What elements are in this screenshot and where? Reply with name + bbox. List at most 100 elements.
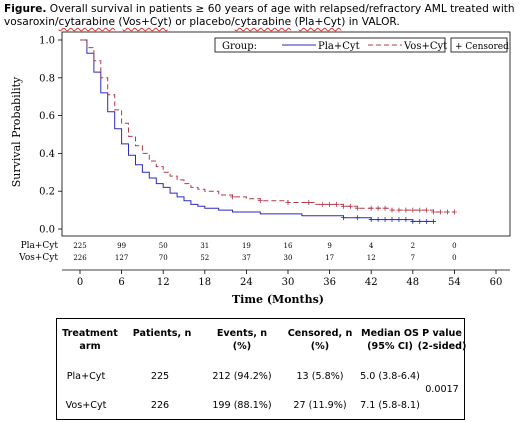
caption-mid-text: ) or placebo/ [167,16,235,28]
censor-mark-vos-cyt [403,207,409,213]
legend-censored-label: + Censored [455,42,509,52]
x-tick-label: 36 [323,277,336,288]
th-treatment-arm-line1: Treatment [62,328,118,339]
y-tick-label: 0.6 [39,111,55,122]
summary-table: Treatment arm Patients, n Events, n (%) … [56,318,467,420]
at-risk-count: 7 [411,254,415,262]
survival-curve-pla-cyt [80,39,434,222]
censor-mark-vos-cyt [327,201,333,207]
x-tick-label: 24 [240,277,253,288]
at-risk-count: 127 [115,254,128,262]
x-tick-label: 42 [365,277,378,288]
th-censored-line2: (%) [310,341,330,352]
x-tick-label: 54 [448,277,461,288]
th-median-os-line2: (95% CI) [367,341,413,352]
at-risk-count: 4 [369,242,374,250]
th-p-value: P value (2-sided) [417,327,467,353]
caption-end-text: ) in VALOR. [341,16,400,28]
th-patients-line1: Patients, n [132,328,192,339]
at-risk-count: 2 [411,242,415,250]
at-risk-count: 50 [159,242,168,250]
x-tick-label: 12 [157,277,170,288]
censor-mark-pla-cyt [424,218,430,224]
censor-mark-vos-cyt [375,205,381,211]
censor-mark-vos-cyt [382,205,388,211]
caption-word-voscyt: Vos+Cyt [122,16,168,28]
x-axis-label: Time (Months) [232,293,324,306]
at-risk-row-label: Pla+Cyt [21,241,59,251]
censor-mark-pla-cyt [340,215,346,221]
at-risk-count: 225 [73,242,86,250]
x-tick-label: 18 [198,277,211,288]
legend-label-pla-cyt: Pla+Cyt [318,41,360,52]
censor-mark-vos-cyt [417,207,423,213]
censor-mark-pla-cyt [368,217,374,223]
censor-mark-vos-cyt [340,203,346,209]
censor-mark-vos-cyt [320,201,326,207]
at-risk-count: 226 [73,254,87,262]
caption-word-vosaroxin: vosaroxin [4,16,55,28]
censor-mark-vos-cyt [230,194,236,200]
censored-legend-box [450,37,508,53]
caption-line-1: Figure. Overall survival in patients ≥ 6… [4,3,516,16]
th-events: Events, n (%) [207,327,277,353]
survival-chart: 0.00.20.40.60.81.00 6 12 18 24 30 36 42 48 54 60 G… [10,31,511,306]
censor-mark-vos-cyt [431,209,437,215]
censor-mark-vos-cyt [285,200,291,206]
censor-mark-pla-cyt [375,217,381,223]
censor-mark-vos-cyt [334,201,340,207]
y-tick-label: 1.0 [39,36,55,47]
y-tick-label: 0.8 [39,73,55,84]
censor-mark-vos-cyt [354,205,360,211]
censor-mark-vos-cyt [257,198,263,204]
th-censored-line1: Censored, n [287,328,353,339]
row1-events: 212 (94.2%) [212,371,272,382]
chart-curves [80,39,455,222]
at-risk-count: 99 [117,242,126,250]
caption-word-cytarabine-2: cytarabine [234,16,292,28]
censor-mark-vos-cyt [410,207,416,213]
caption-line-2: vosaroxin/ cytarabine ( Vos+Cyt) or placeb… [4,16,516,29]
y-tick-label: 0.4 [39,149,55,160]
censor-mark-vos-cyt [347,203,353,209]
censor-mark-vos-cyt [451,209,457,215]
censor-mark-vos-cyt [438,209,444,215]
row2-events: 199 (88.1%) [212,400,272,411]
caption-paren-open-2: ( [291,16,299,28]
th-p-value-line2: (2-sided) [417,341,467,352]
at-risk-count: 70 [159,254,168,262]
y-axis-label: Survival Probability [10,76,23,187]
caption-sep: / [54,16,59,28]
row2-median-os: 7.1 (5.8-8.1) [360,400,420,411]
row2-patients: 226 [150,400,170,411]
at-risk-count: 30 [284,254,293,262]
censor-mark-pla-cyt [417,218,423,224]
censor-mark-pla-cyt [410,218,416,224]
at-risk-count: 0 [452,242,456,250]
censor-mark-pla-cyt [382,217,388,223]
th-patients: Patients, n [127,327,197,340]
censor-mark-pla-cyt [396,217,402,223]
th-median-os: Median OS (95% CI) [357,327,423,353]
plot-frame [61,31,511,237]
at-risk-count: 31 [200,242,209,250]
th-events-line2: (%) [232,341,252,352]
censor-mark-vos-cyt [396,207,402,213]
caption-label: Figure. [4,3,47,15]
th-events-line1: Events, n [216,328,268,339]
row2-censored: 27 (11.9%) [293,400,347,411]
x-tick-label: 0 [77,277,83,288]
figure-caption: Figure. Overall survival in patients ≥ 6… [4,3,516,29]
at-risk-row-label: Vos+Cyt [18,253,58,263]
censor-mark-vos-cyt [389,207,395,213]
censor-mark-pla-cyt [403,217,409,223]
th-treatment-arm: Treatment arm [59,327,121,353]
row2-arm: Vos+Cyt [65,400,107,411]
th-median-os-line1: Median OS [361,328,419,339]
at-risk-count: 52 [200,254,209,262]
x-tick-label: 6 [118,277,124,288]
row1-censored: 13 (5.8%) [296,371,344,382]
censor-mark-vos-cyt [424,207,430,213]
chart-censor-marks [230,194,457,224]
